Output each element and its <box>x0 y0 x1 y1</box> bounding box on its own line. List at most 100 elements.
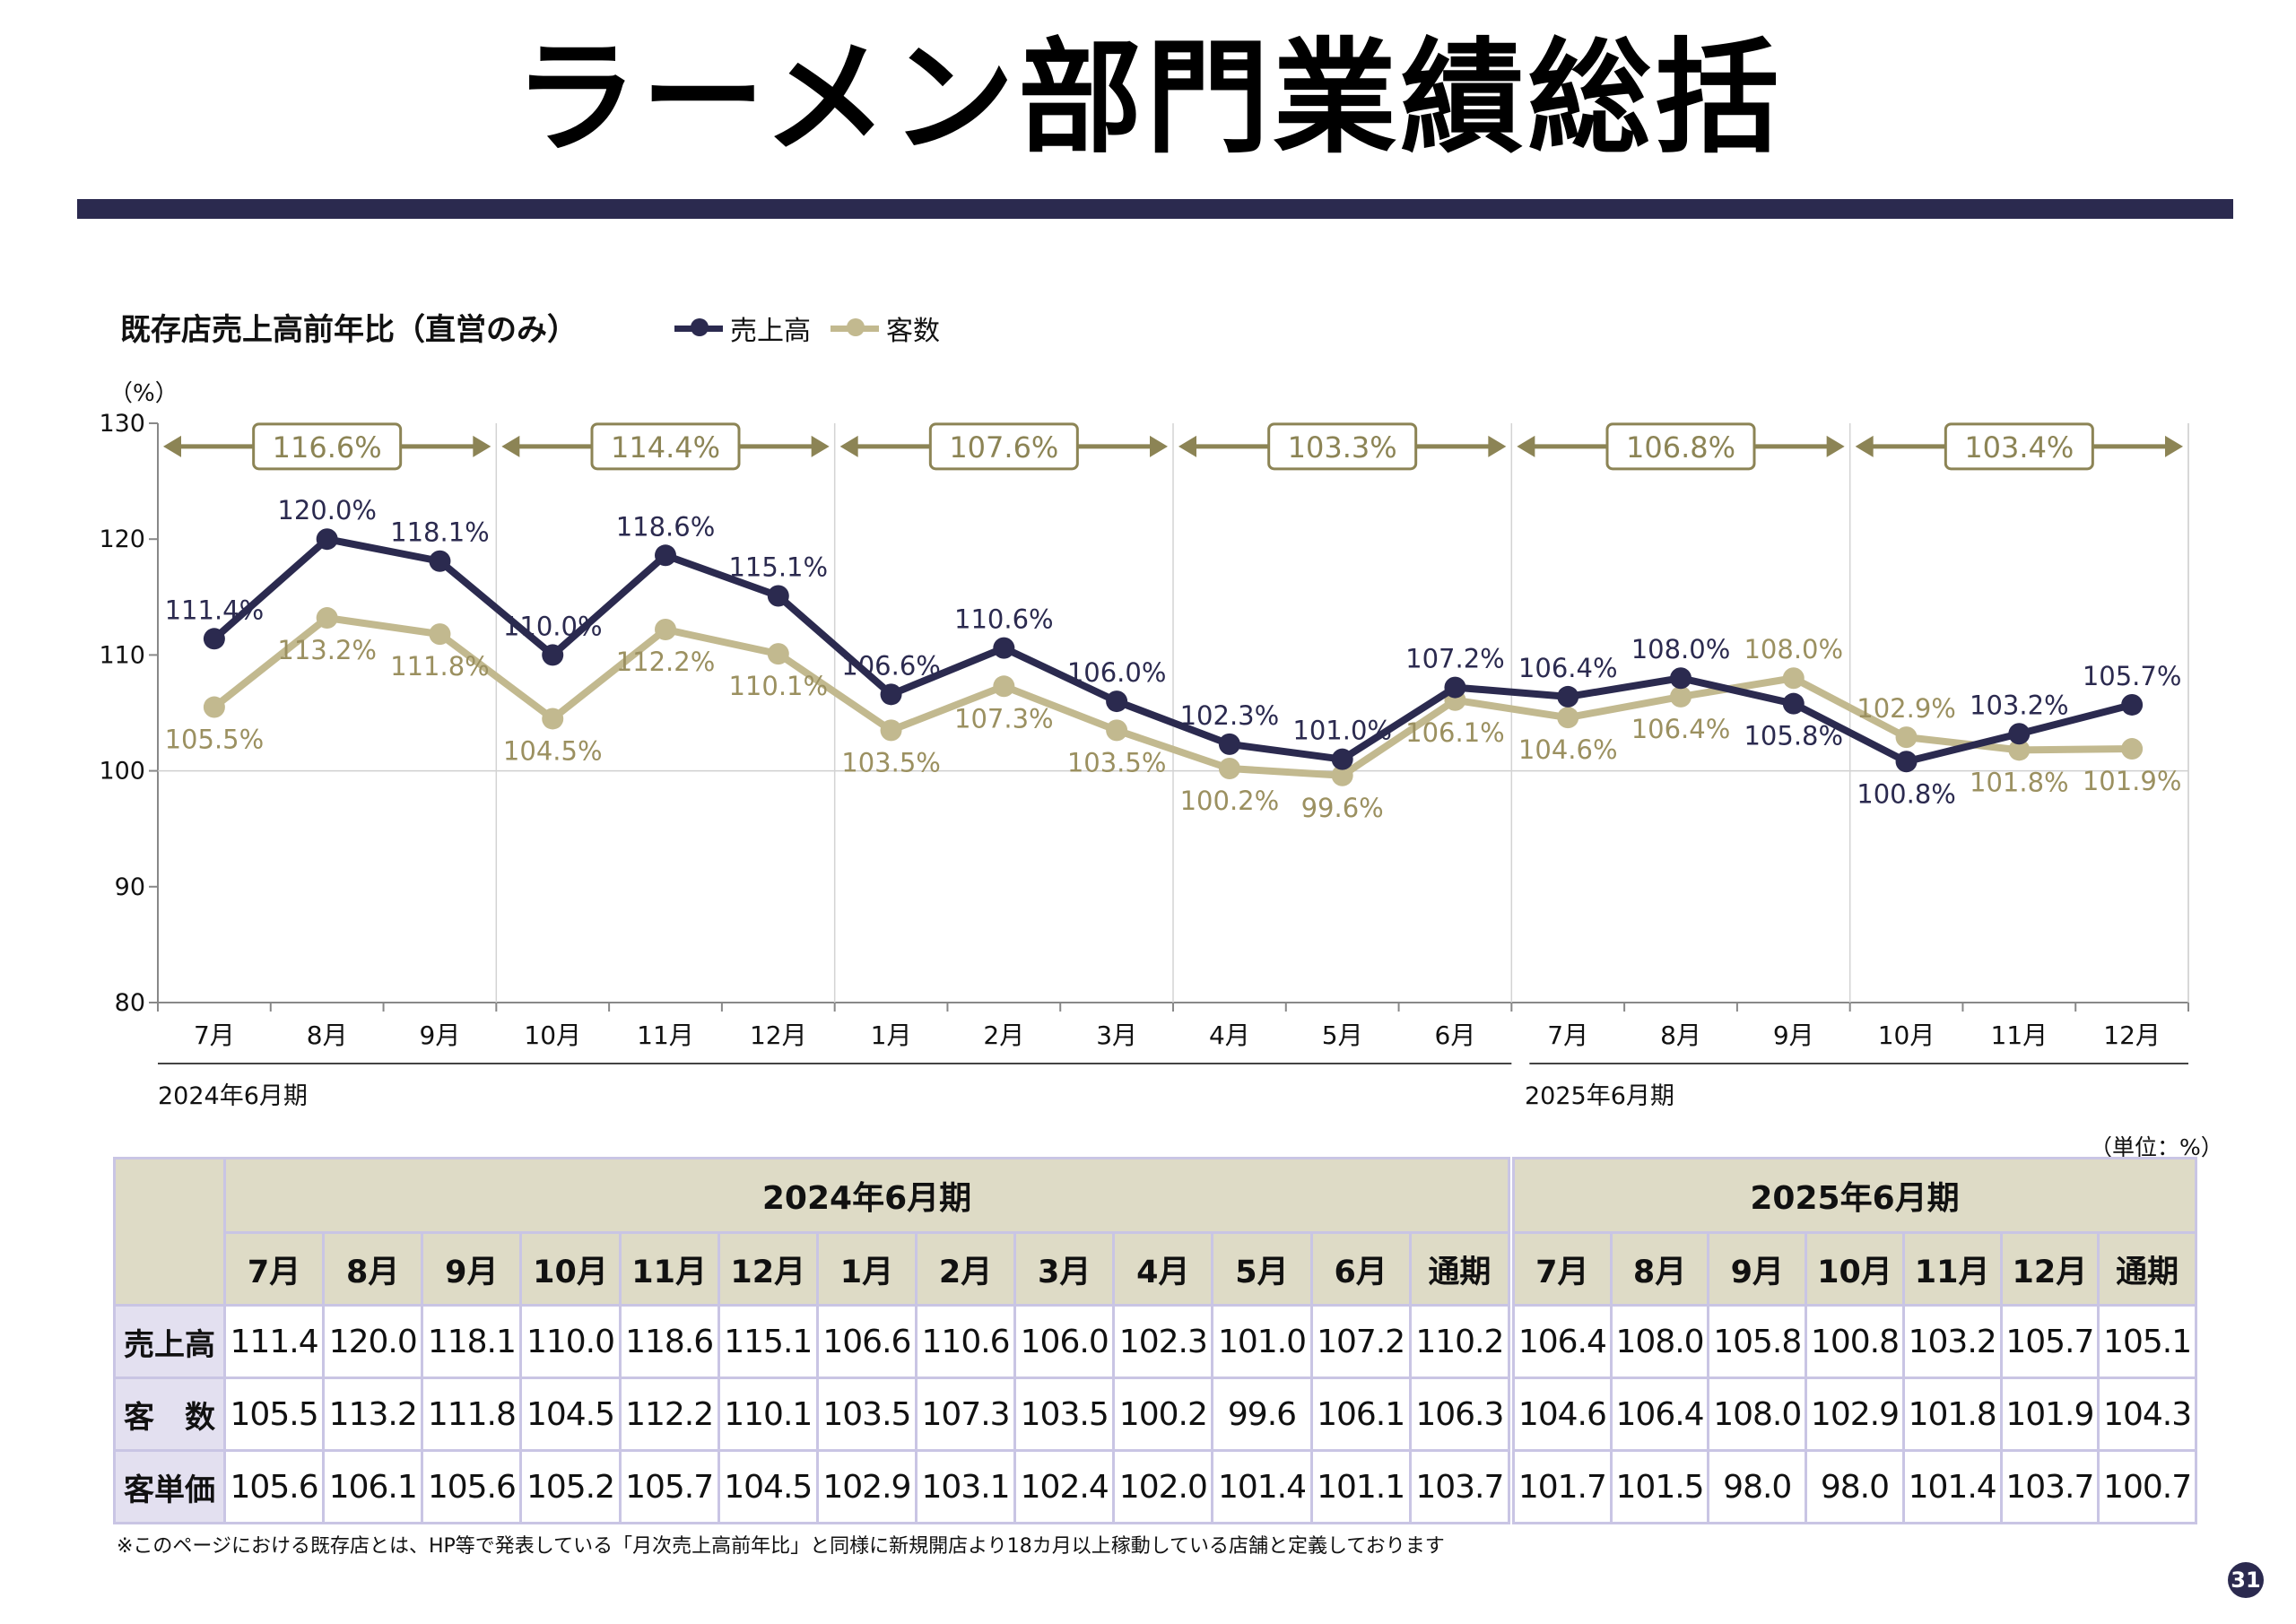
quarter-arrow-right-head <box>473 435 491 457</box>
sales-data-label: 100.8% <box>1857 778 1956 809</box>
table-month-header: 2月 <box>917 1234 1014 1304</box>
table-cell: 101.4 <box>1904 1452 2000 1522</box>
y-tick-label: 110 <box>99 641 145 669</box>
x-tick-label: 8月 <box>307 1020 348 1050</box>
customers-data-label: 106.1% <box>1405 717 1505 748</box>
table-month-header: 6月 <box>1312 1234 1409 1304</box>
customers-point <box>1670 685 1692 708</box>
sales-point <box>767 585 789 607</box>
x-tick-label: 11月 <box>637 1020 694 1050</box>
table-cell: 118.1 <box>423 1307 520 1376</box>
sales-point <box>1782 692 1805 715</box>
customers-data-label: 105.5% <box>165 725 265 755</box>
table-month-header: 1月 <box>818 1234 915 1304</box>
table-cell: 103.5 <box>818 1379 915 1449</box>
quarter-summary-box <box>252 422 403 471</box>
table-cell: 99.6 <box>1213 1379 1310 1449</box>
customers-data-label: 112.2% <box>616 647 716 677</box>
table-month-header: 3月 <box>1016 1234 1113 1304</box>
page-title: ラーメン部門業績総括 <box>513 26 1783 170</box>
sales-point <box>1218 733 1240 755</box>
sales-data-label: 120.0% <box>277 495 377 525</box>
sales-point <box>1557 685 1579 708</box>
quarter-arrow-right-head <box>811 435 830 457</box>
series-line-customers <box>212 614 2133 779</box>
table-cell: 105.2 <box>522 1452 619 1522</box>
x-tick-label: 5月 <box>1322 1020 1363 1050</box>
sales-point <box>993 637 1015 659</box>
table-cell: 101.5 <box>1612 1452 1708 1522</box>
customers-point <box>1106 719 1128 742</box>
table-row-header: 売上高 <box>116 1307 223 1376</box>
table-cell: 104.3 <box>2100 1379 2195 1449</box>
table-cell: 101.7 <box>1515 1452 1610 1522</box>
customers-point <box>767 643 789 665</box>
customers-point <box>316 607 338 630</box>
x-tick-label: 11月 <box>1991 1020 2048 1050</box>
table-cell: 105.5 <box>226 1379 323 1449</box>
customers-data-label: 111.8% <box>390 651 490 682</box>
sales-point <box>2008 723 2031 745</box>
chart-title: 既存店売上高前年比（直営のみ） <box>120 312 578 348</box>
y-axis-unit: （%） <box>109 380 178 407</box>
customers-data-label: 108.0% <box>1744 634 1843 664</box>
data-table-fy2025: 2025年6月期 7月 8月 9月 10月 11月 12月 通期 106.4 108.0 105… <box>1512 1157 2197 1524</box>
quarter-summary-box <box>1267 422 1418 471</box>
sales-data-label: 105.7% <box>2083 661 2182 691</box>
table-cell: 105.6 <box>423 1452 520 1522</box>
quarter-summary-value: 106.8% <box>1626 430 1735 465</box>
table-group-header: 2024年6月期 <box>226 1159 1508 1231</box>
table-month-header: 4月 <box>1115 1234 1212 1304</box>
table-cell: 118.6 <box>621 1307 718 1376</box>
table-month-header: 5月 <box>1213 1234 1310 1304</box>
table-cell: 101.0 <box>1213 1307 1310 1376</box>
table-cell: 105.7 <box>2002 1307 2098 1376</box>
table-cell: 106.3 <box>1411 1379 1508 1449</box>
table-cell: 101.1 <box>1312 1452 1409 1522</box>
sales-data-label: 106.0% <box>1067 657 1167 688</box>
quarter-summary-box <box>1605 422 1756 471</box>
quarter-summary-value: 116.6% <box>273 430 382 465</box>
table-cell: 103.7 <box>1411 1452 1508 1522</box>
title-underline <box>77 199 2233 219</box>
customers-data-label: 103.5% <box>841 747 941 777</box>
x-tick-label: 4月 <box>1209 1020 1250 1050</box>
table-cell: 103.7 <box>2002 1452 2098 1522</box>
table-cell: 120.0 <box>325 1307 422 1376</box>
period-label-fy2025: 2025年6月期 <box>1525 1082 1674 1110</box>
quarter-arrow-left-head <box>839 435 858 457</box>
quarter-arrow-left-head <box>501 435 520 457</box>
customers-point <box>993 675 1015 698</box>
sales-point <box>2121 693 2144 716</box>
sales-data-label: 110.6% <box>954 604 1054 635</box>
customers-data-label: 113.2% <box>277 635 377 665</box>
customers-data-label: 99.6% <box>1301 793 1384 823</box>
legend-sales-marker <box>674 318 723 336</box>
table-cell: 105.1 <box>2100 1307 2195 1376</box>
table-month-header: 通期 <box>1411 1234 1508 1304</box>
table-unit-note: （単位：%） <box>2090 1134 2223 1160</box>
sales-point <box>880 683 902 706</box>
x-tick-label: 9月 <box>1773 1020 1814 1050</box>
y-tick-label: 130 <box>99 410 145 438</box>
series-line-sales <box>212 535 2134 766</box>
table-row-header: 客 数 <box>116 1379 223 1449</box>
x-tick-label: 9月 <box>420 1020 461 1050</box>
customers-data-label: 101.9% <box>2083 766 2182 796</box>
quarter-arrow-left-head <box>1178 435 1196 457</box>
period-label-fy2024: 2024年6月期 <box>158 1082 308 1110</box>
customers-data-label: 102.9% <box>1857 693 1956 724</box>
sales-point <box>542 644 564 666</box>
table-cell: 98.0 <box>1709 1452 1805 1522</box>
table-month-header: 9月 <box>1709 1234 1805 1304</box>
table-month-header: 通期 <box>2100 1234 2195 1304</box>
x-tick-label: 6月 <box>1435 1020 1476 1050</box>
sales-data-label: 106.4% <box>1518 653 1618 683</box>
table-corner <box>116 1159 223 1304</box>
table-cell: 104.5 <box>719 1452 816 1522</box>
x-tick-label: 10月 <box>524 1020 581 1050</box>
table-cell: 100.8 <box>1807 1307 1902 1376</box>
quarter-summary-box <box>590 422 741 471</box>
sales-data-label: 118.6% <box>616 511 716 542</box>
table-cell: 103.2 <box>1904 1307 2000 1376</box>
